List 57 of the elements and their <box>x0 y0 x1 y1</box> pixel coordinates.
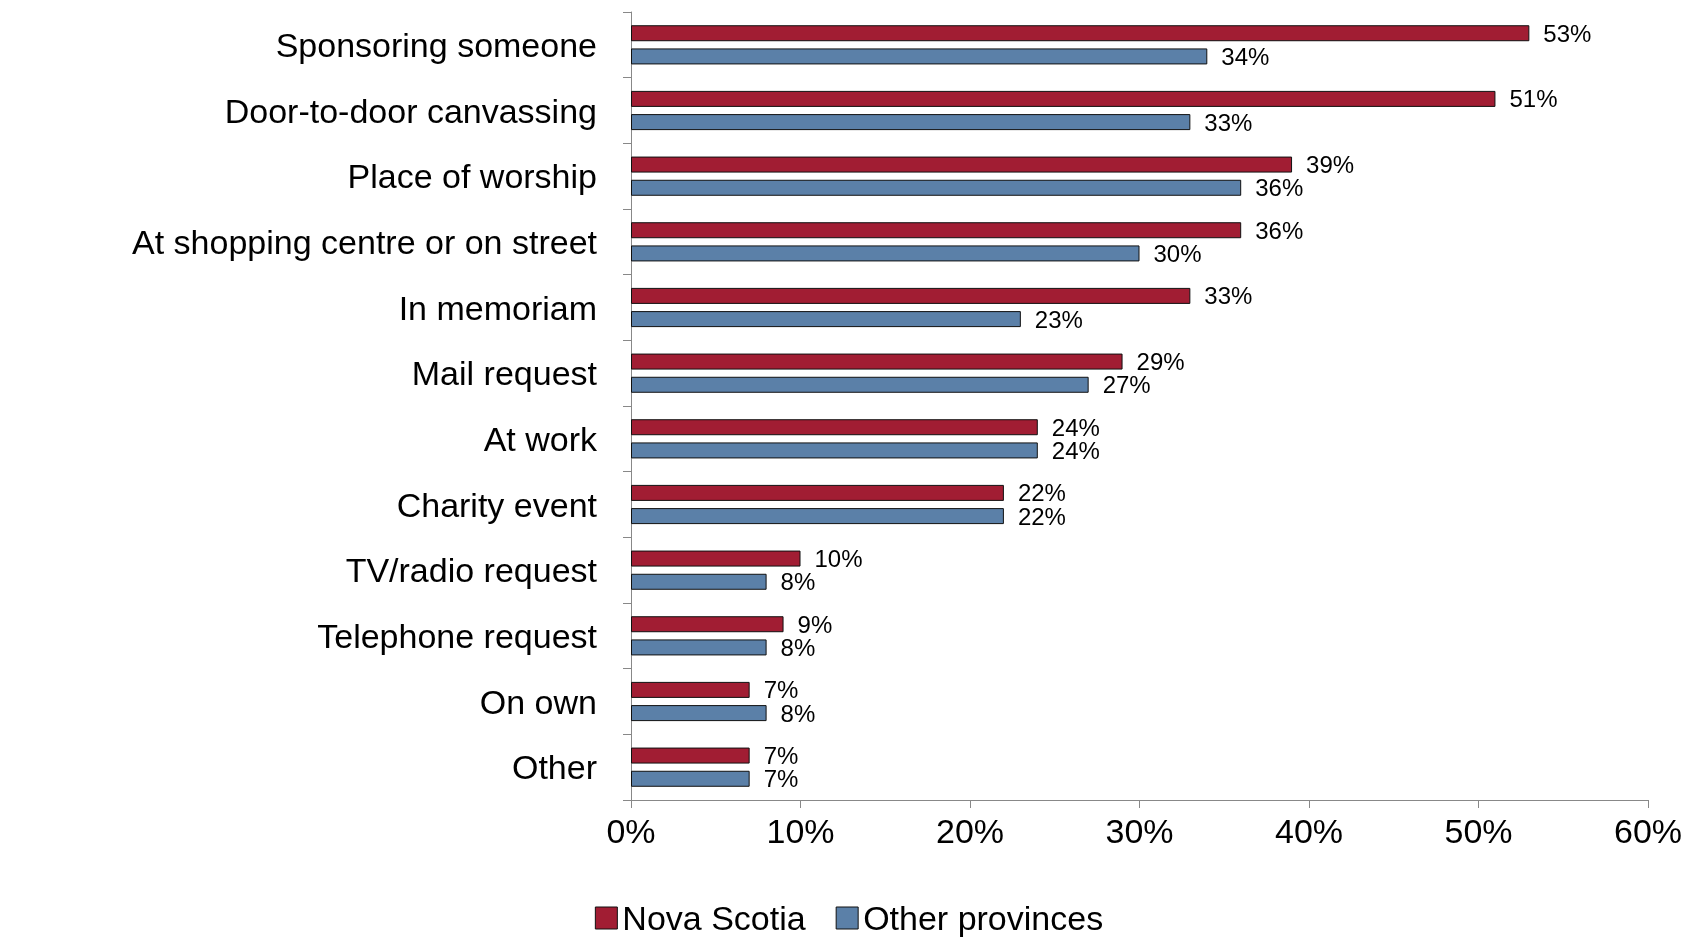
bar <box>631 48 1208 65</box>
y-tick-label: At shopping centre or on street <box>132 222 598 261</box>
x-tick-label: 30% <box>1105 812 1174 850</box>
bar <box>631 179 1242 196</box>
bar <box>631 419 1038 436</box>
data-label: 8% <box>780 568 816 596</box>
bar <box>631 442 1038 459</box>
bar <box>631 114 1191 131</box>
legend-label: Nova Scotia <box>622 899 806 937</box>
data-label: 36% <box>1255 216 1304 244</box>
y-tick-label: Place of worship <box>347 157 597 196</box>
bar <box>631 705 767 722</box>
y-tick-label: On own <box>479 682 597 721</box>
data-label: 51% <box>1509 85 1558 113</box>
bar <box>631 287 1191 304</box>
data-label: 33% <box>1204 282 1253 310</box>
y-tick-label: Door-to-door canvassing <box>224 91 597 130</box>
bar <box>631 770 750 787</box>
bar <box>631 573 767 590</box>
data-label: 23% <box>1034 305 1083 333</box>
y-tick-label: In memoriam <box>398 288 597 327</box>
bar <box>631 90 1496 107</box>
y-tick-label: Charity event <box>396 485 598 524</box>
y-tick-label: TV/radio request <box>345 551 598 590</box>
bar <box>631 353 1123 370</box>
x-tick-label: 20% <box>935 812 1005 850</box>
data-label: 36% <box>1255 174 1304 202</box>
data-label: 39% <box>1306 151 1355 179</box>
data-label: 30% <box>1153 239 1202 267</box>
legend-label: Other provinces <box>863 899 1104 937</box>
bar <box>631 484 1004 501</box>
bar <box>631 222 1242 239</box>
bar <box>631 616 784 633</box>
bar <box>631 376 1089 393</box>
y-tick-label: Other <box>511 748 597 787</box>
bar <box>631 156 1293 173</box>
x-tick-label: 0% <box>606 812 656 850</box>
bar <box>631 508 1004 525</box>
y-tick-label: At work <box>483 419 598 458</box>
x-tick-label: 10% <box>766 812 835 850</box>
bar <box>631 747 750 764</box>
data-label: 33% <box>1204 108 1253 136</box>
bar <box>631 681 750 698</box>
y-tick-label: Mail request <box>411 354 598 393</box>
bar <box>631 311 1021 328</box>
bar <box>631 639 767 656</box>
data-label: 53% <box>1543 19 1592 47</box>
y-tick-label: Sponsoring someone <box>275 25 597 64</box>
x-tick-label: 50% <box>1444 812 1513 850</box>
data-label: 10% <box>814 545 863 573</box>
x-tick-label: 60% <box>1613 812 1683 850</box>
x-tick-label: 40% <box>1274 812 1344 850</box>
y-tick-label: Telephone request <box>317 616 598 655</box>
bar <box>631 25 1530 42</box>
data-label: 34% <box>1221 42 1270 70</box>
bar <box>631 550 801 567</box>
bar <box>631 245 1140 262</box>
